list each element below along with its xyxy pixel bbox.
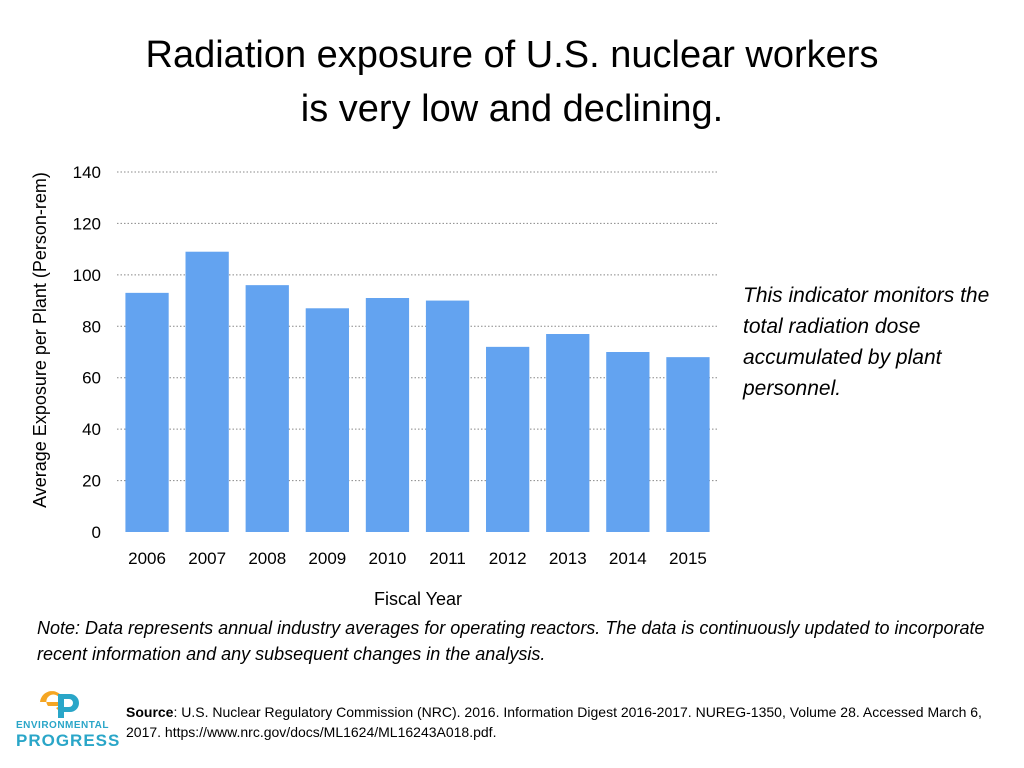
- logo-word-environmental: ENVIRONMENTAL: [16, 720, 109, 731]
- data-note: Note: Data represents annual industry av…: [37, 618, 985, 664]
- bar-2010: [365, 298, 410, 532]
- x-tick-label-2008: 2008: [248, 549, 286, 568]
- source-label: Source: [126, 704, 174, 720]
- bar-2012: [486, 346, 530, 532]
- bar-2007: [185, 251, 229, 532]
- x-tick-label-2010: 2010: [369, 549, 407, 568]
- y-tick-label-60: 60: [82, 369, 101, 388]
- bar-2006: [125, 292, 169, 532]
- x-tick-label-2014: 2014: [609, 549, 647, 568]
- bar-2015: [666, 357, 710, 532]
- y-tick-label-40: 40: [82, 420, 101, 439]
- y-tick-labels: 0 20 40 60 80 100 120 140: [73, 163, 101, 542]
- bar-2008: [245, 285, 289, 532]
- logo-word-progress: PROGRESS: [16, 731, 121, 750]
- bar-2011: [425, 300, 470, 532]
- bar-2014: [606, 352, 650, 532]
- y-tick-label-0: 0: [92, 523, 101, 542]
- source-citation: Source: U.S. Nuclear Regulatory Commissi…: [126, 702, 996, 742]
- x-tick-label-2011: 2011: [429, 549, 466, 568]
- bar-2009: [305, 308, 349, 532]
- title-line-2: is very low and declining.: [300, 88, 724, 130]
- x-tick-label-2006: 2006: [128, 549, 166, 568]
- x-axis-label: Fiscal Year: [374, 589, 462, 609]
- y-tick-label-80: 80: [82, 317, 101, 336]
- x-tick-label-2013: 2013: [549, 549, 587, 568]
- x-tick-label-2009: 2009: [308, 549, 346, 568]
- y-axis-label: Average Exposure per Plant (Person-rem): [30, 172, 50, 508]
- y-tick-label-140: 140: [73, 163, 101, 182]
- source-text: : U.S. Nuclear Regulatory Commission (NR…: [126, 704, 982, 740]
- page-title: Radiation exposure of U.S. nuclear worke…: [0, 28, 1024, 136]
- environmental-progress-logo: ENVIRONMENTAL PROGRESS: [16, 690, 121, 752]
- x-tick-label-2007: 2007: [188, 549, 226, 568]
- logo-mark-icon: [39, 691, 79, 718]
- title-line-1: Radiation exposure of U.S. nuclear worke…: [145, 34, 879, 76]
- bar-2013: [546, 334, 590, 532]
- y-tick-label-120: 120: [73, 214, 101, 233]
- indicator-description: This indicator monitors the total radiat…: [743, 284, 990, 400]
- x-tick-labels: 2006 2007 2008 2009 2010 2011 2012 2013 2014 2015: [128, 549, 707, 568]
- y-tick-label-20: 20: [82, 472, 101, 491]
- y-tick-label-100: 100: [73, 266, 101, 285]
- x-tick-label-2012: 2012: [489, 549, 527, 568]
- bars: [125, 251, 710, 532]
- x-tick-label-2015: 2015: [669, 549, 707, 568]
